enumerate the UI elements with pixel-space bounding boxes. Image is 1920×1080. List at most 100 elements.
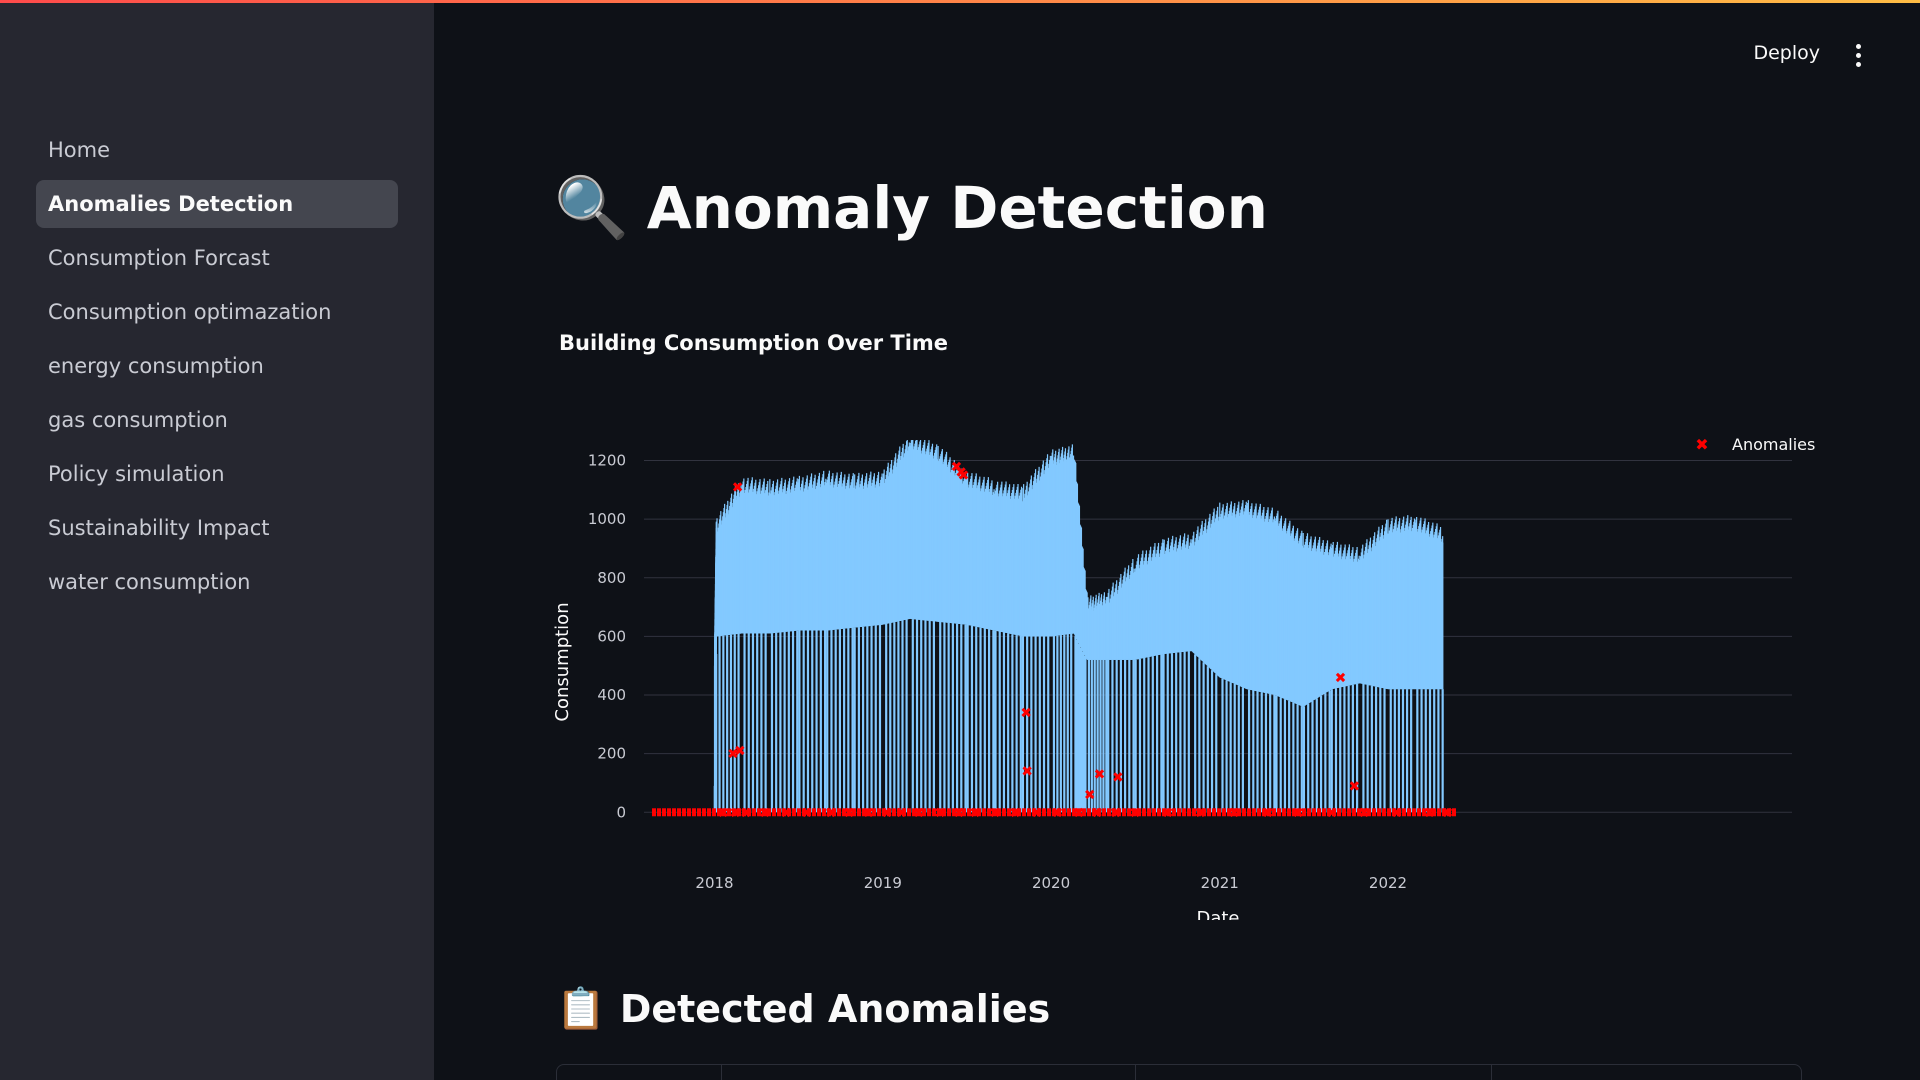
- anomaly-point: ✖: [1349, 779, 1361, 795]
- vertical-ellipsis-icon[interactable]: [1848, 42, 1868, 68]
- legend-anomalies-marker: ✖: [1695, 435, 1708, 454]
- anomaly-point: [957, 808, 961, 817]
- anomaly-point: [1272, 808, 1276, 817]
- chart-heading: Building Consumption Over Time: [559, 331, 949, 355]
- anomaly-point: [1052, 808, 1056, 817]
- anomaly-point: ✖: [1031, 805, 1043, 821]
- anomaly-point: [1072, 808, 1076, 817]
- anomaly-point: [1362, 808, 1366, 817]
- x-tick-label: 2018: [695, 874, 733, 892]
- anomaly-point: [1442, 808, 1446, 817]
- anomaly-point: [1187, 808, 1191, 817]
- x-axis-label: Date: [1196, 908, 1239, 920]
- anomaly-point: ✖: [881, 805, 893, 821]
- anomaly-point: [1402, 808, 1406, 817]
- magnifying-glass-icon: 🔍: [554, 173, 629, 243]
- y-tick-label: 1000: [588, 510, 626, 528]
- section-title-text: Detected Anomalies: [619, 986, 1051, 1031]
- anomaly-point: [677, 808, 681, 817]
- anomaly-point: ✖: [1021, 764, 1033, 780]
- anomaly-point: [1322, 808, 1326, 817]
- anomaly-point: [1347, 808, 1351, 817]
- sidebar-nav: Home Anomalies Detection Consumption Forca…: [36, 126, 398, 612]
- anomaly-point: [662, 808, 666, 817]
- anomaly-point: [737, 808, 741, 817]
- anomaly-point: [657, 808, 661, 817]
- anomaly-point: [1407, 808, 1411, 817]
- anomaly-point: ✖: [895, 805, 907, 821]
- anomaly-point: [1177, 808, 1181, 817]
- anomaly-point: [1377, 808, 1381, 817]
- anomaly-point: [1447, 808, 1451, 817]
- anomaly-point: [1222, 808, 1226, 817]
- anomaly-point: [817, 808, 821, 817]
- anomaly-point: ✖: [955, 465, 967, 481]
- anomaly-point: [1252, 808, 1256, 817]
- sidebar-item-consumption-optimazation[interactable]: Consumption optimazation: [48, 300, 332, 324]
- anomaly-point: [1372, 808, 1376, 817]
- anomaly-point: ✖: [1391, 805, 1403, 821]
- anomaly-point: [822, 808, 826, 817]
- section-title: 📋 Detected Anomalies: [556, 985, 1050, 1032]
- anomaly-point: [1417, 808, 1421, 817]
- anomaly-point: [1312, 808, 1316, 817]
- y-axis-label: Consumption: [554, 602, 573, 721]
- y-tick-label: 0: [616, 803, 626, 821]
- anomaly-point: [732, 808, 736, 817]
- anomaly-point: [917, 808, 921, 817]
- sidebar-item-home[interactable]: Home: [48, 138, 111, 162]
- anomaly-point: [762, 808, 766, 817]
- anomaly-point: ✖: [1326, 805, 1338, 821]
- anomaly-point: [1057, 808, 1061, 817]
- anomaly-point: [1392, 808, 1396, 817]
- sidebar-item-anomalies-detection[interactable]: Anomalies Detection: [36, 180, 398, 228]
- sidebar-item-policy-simulation[interactable]: Policy simulation: [48, 462, 225, 486]
- sidebar-item-sustainability-impact[interactable]: Sustainability Impact: [48, 516, 270, 540]
- anomaly-point: [962, 808, 966, 817]
- anomaly-point: [1452, 808, 1456, 817]
- anomalies-table: [556, 1064, 1802, 1080]
- anomaly-point: [757, 808, 761, 817]
- anomaly-point: [1282, 808, 1286, 817]
- sidebar-item-consumption-forcast[interactable]: Consumption Forcast: [48, 246, 270, 270]
- anomaly-point: [862, 808, 866, 817]
- anomaly-point: [1147, 808, 1151, 817]
- anomaly-point: [672, 808, 676, 817]
- anomaly-point: [1227, 808, 1231, 817]
- anomaly-point: [942, 808, 946, 817]
- anomaly-point: [947, 808, 951, 817]
- anomaly-point: [1017, 808, 1021, 817]
- anomaly-point: [1192, 808, 1196, 817]
- anomaly-point: [907, 808, 911, 817]
- sidebar-item-water-consumption[interactable]: water consumption: [48, 570, 251, 594]
- sidebar-item-gas-consumption[interactable]: gas consumption: [48, 408, 228, 432]
- sidebar: Home Anomalies Detection Consumption Forca…: [0, 0, 434, 1080]
- anomaly-point: [827, 808, 831, 817]
- table-column-divider: [1135, 1065, 1136, 1080]
- deploy-button[interactable]: Deploy: [1753, 42, 1820, 64]
- y-tick-label: 800: [597, 569, 626, 587]
- anomaly-point: [687, 808, 691, 817]
- anomaly-point: [1102, 808, 1106, 817]
- anomaly-point: [897, 808, 901, 817]
- anomaly-point: [882, 808, 886, 817]
- anomaly-point: [1172, 808, 1176, 817]
- anomaly-point: [772, 808, 776, 817]
- anomaly-point: [1212, 808, 1216, 817]
- anomaly-point: [922, 808, 926, 817]
- anomaly-point: [1382, 808, 1386, 817]
- anomaly-point: [1277, 808, 1281, 817]
- anomaly-point: [1387, 808, 1391, 817]
- anomaly-point: [1152, 808, 1156, 817]
- anomaly-point: [1367, 808, 1371, 817]
- sidebar-item-energy-consumption[interactable]: energy consumption: [48, 354, 264, 378]
- anomaly-point: [812, 808, 816, 817]
- anomaly-point: [1267, 808, 1271, 817]
- anomaly-point: ✖: [958, 468, 970, 484]
- anomaly-point: [1112, 808, 1116, 817]
- anomaly-point: [1427, 808, 1431, 817]
- anomaly-point: [852, 808, 856, 817]
- anomaly-point: [937, 808, 941, 817]
- anomaly-point: [1432, 808, 1436, 817]
